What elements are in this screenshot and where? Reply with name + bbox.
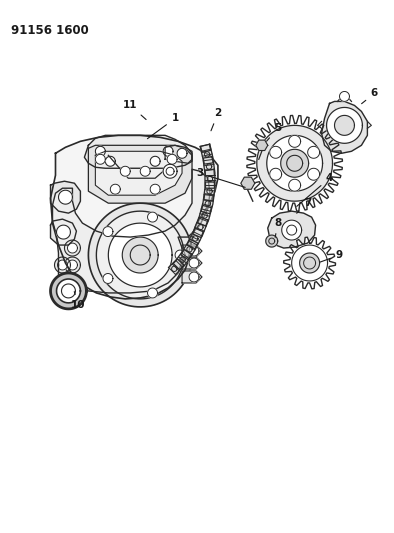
Polygon shape [177, 148, 187, 158]
Text: 91156 1600: 91156 1600 [11, 23, 88, 37]
Text: 10: 10 [71, 292, 85, 310]
Polygon shape [167, 154, 177, 164]
Polygon shape [103, 273, 113, 284]
Polygon shape [169, 144, 215, 274]
Polygon shape [88, 203, 192, 307]
Text: 8: 8 [274, 218, 281, 237]
Polygon shape [165, 146, 192, 163]
Polygon shape [335, 116, 355, 135]
Polygon shape [282, 220, 302, 240]
Text: 2: 2 [211, 108, 221, 131]
Polygon shape [189, 272, 199, 282]
Text: 1: 1 [147, 114, 179, 139]
Polygon shape [163, 164, 177, 178]
Polygon shape [97, 211, 184, 299]
Polygon shape [268, 211, 316, 248]
Polygon shape [147, 212, 158, 222]
Polygon shape [50, 219, 76, 245]
Polygon shape [52, 169, 210, 293]
Polygon shape [182, 245, 202, 257]
Polygon shape [65, 257, 80, 273]
Polygon shape [269, 147, 282, 158]
Polygon shape [65, 240, 80, 256]
Polygon shape [308, 168, 320, 180]
Polygon shape [266, 235, 278, 247]
Polygon shape [281, 149, 309, 177]
Polygon shape [182, 257, 202, 269]
Polygon shape [58, 260, 67, 270]
Polygon shape [56, 279, 80, 303]
Polygon shape [189, 246, 199, 256]
Polygon shape [284, 237, 336, 289]
Polygon shape [256, 140, 268, 150]
Polygon shape [50, 273, 86, 309]
Polygon shape [95, 147, 105, 156]
Text: 3: 3 [196, 168, 245, 188]
Polygon shape [241, 177, 255, 189]
Polygon shape [289, 179, 301, 191]
Polygon shape [308, 147, 320, 158]
Polygon shape [327, 108, 362, 143]
Polygon shape [108, 223, 172, 287]
Polygon shape [247, 116, 342, 211]
Text: 5: 5 [267, 123, 281, 141]
Polygon shape [322, 101, 367, 154]
Polygon shape [140, 166, 150, 176]
Polygon shape [182, 271, 202, 283]
Polygon shape [340, 92, 349, 101]
Polygon shape [105, 156, 115, 166]
Text: 4: 4 [297, 173, 333, 206]
Polygon shape [58, 190, 72, 204]
Polygon shape [150, 156, 160, 166]
Polygon shape [50, 181, 80, 213]
Polygon shape [95, 154, 105, 164]
Polygon shape [150, 184, 160, 194]
Polygon shape [103, 227, 113, 237]
Polygon shape [292, 245, 327, 281]
Polygon shape [300, 253, 320, 273]
Polygon shape [67, 260, 78, 270]
Polygon shape [163, 147, 173, 156]
Text: 6: 6 [362, 88, 378, 104]
Polygon shape [67, 243, 78, 253]
Text: 11: 11 [123, 100, 146, 119]
Polygon shape [120, 166, 130, 176]
Polygon shape [175, 250, 185, 260]
Polygon shape [189, 258, 199, 268]
Text: 9: 9 [320, 250, 343, 262]
Polygon shape [84, 135, 192, 168]
Polygon shape [88, 146, 192, 203]
Polygon shape [54, 257, 71, 273]
Polygon shape [56, 225, 71, 239]
Polygon shape [289, 135, 301, 147]
Polygon shape [267, 135, 323, 191]
Polygon shape [50, 135, 218, 299]
Polygon shape [257, 125, 333, 201]
Text: 7: 7 [297, 198, 311, 213]
Polygon shape [269, 168, 282, 180]
Polygon shape [147, 288, 158, 298]
Polygon shape [122, 237, 158, 273]
Polygon shape [95, 151, 182, 195]
Polygon shape [110, 184, 120, 194]
